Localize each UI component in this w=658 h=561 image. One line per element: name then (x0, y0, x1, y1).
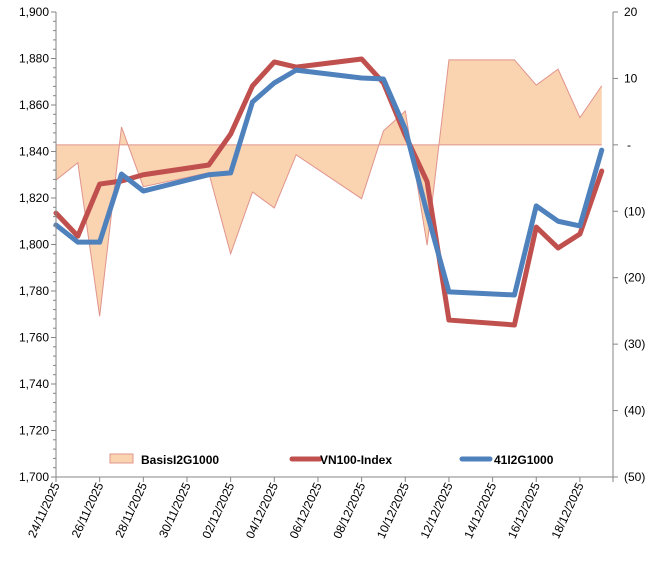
right-axis-tick-label: (40) (624, 404, 645, 418)
right-axis-tick-label: - (627, 138, 631, 152)
right-axis-tick-label: (50) (624, 470, 645, 484)
x-axis-tick-label: 16/12/2025 (505, 480, 543, 541)
legend: BasisI2G1000 VN100-Index 41I2G1000 (110, 453, 554, 467)
left-axis-tick-label: 1,760 (19, 331, 49, 345)
left-axis-tick-label: 1,880 (19, 52, 49, 66)
left-axis-tick-label: 1,900 (19, 5, 49, 19)
x-axis-tick-label: 06/12/2025 (287, 480, 325, 541)
right-axis-tick-label: 10 (624, 71, 638, 85)
x-axis-tick-label: 08/12/2025 (330, 480, 368, 541)
x-axis-tick-label: 10/12/2025 (374, 480, 412, 541)
left-axis-tick-label: 1,840 (19, 145, 49, 159)
x-axis-tick-label: 02/12/2025 (199, 480, 237, 541)
right-axis-tick-label: 20 (624, 5, 638, 19)
left-axis-tick-label: 1,740 (19, 377, 49, 391)
x-axis-tick-label: 18/12/2025 (549, 480, 587, 541)
x-axis-tick-label: 14/12/2025 (461, 480, 499, 541)
x-axis-tick-label: 24/11/2025 (25, 480, 63, 540)
x-axis-tick-label: 04/12/2025 (243, 480, 281, 541)
left-axis-tick-label: 1,860 (19, 98, 49, 112)
legend-label-vn100: VN100-Index (320, 453, 392, 467)
left-axis-tick-label: 1,700 (19, 470, 49, 484)
right-axis-tick-label: (10) (624, 204, 645, 218)
x-axis-tick-label: 12/12/2025 (418, 480, 456, 541)
left-axis-tick-label: 1,820 (19, 191, 49, 205)
right-axis-tick-label: (30) (624, 337, 645, 351)
right-axis-tick-label: (20) (624, 271, 645, 285)
legend-label-basis: BasisI2G1000 (141, 453, 219, 467)
left-axis-tick-label: 1,720 (19, 424, 49, 438)
legend-label-41i2g1000: 41I2G1000 (494, 453, 554, 467)
left-axis-tick-label: 1,800 (19, 238, 49, 252)
legend-swatch-basis (110, 454, 133, 463)
x-axis-tick-label: 30/11/2025 (156, 480, 194, 540)
x-axis-tick-label: 26/11/2025 (69, 480, 107, 540)
x-axis-tick-label: 28/11/2025 (112, 480, 150, 540)
left-axis-tick-label: 1,780 (19, 284, 49, 298)
